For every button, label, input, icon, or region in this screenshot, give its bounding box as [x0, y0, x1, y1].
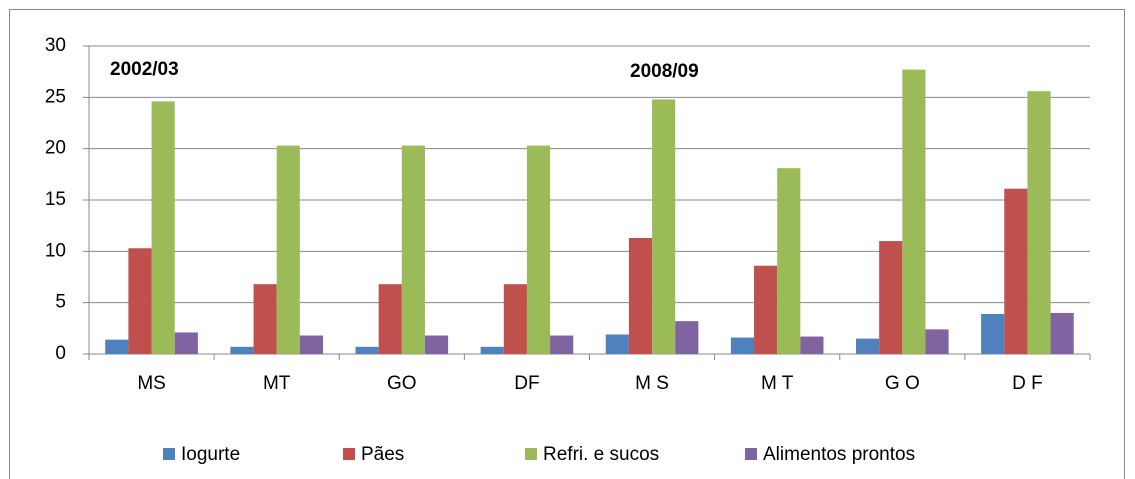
bar [1050, 312, 1074, 354]
bar [424, 335, 449, 354]
y-tick-label: 25 [45, 86, 66, 107]
y-tick-label: 20 [45, 138, 66, 159]
bar [1004, 188, 1028, 354]
bar [675, 321, 699, 354]
bar [652, 99, 676, 355]
x-tick-label: M T [761, 373, 794, 394]
y-tick-label: 10 [45, 240, 66, 261]
y-tick-label: 15 [45, 189, 66, 210]
annotation: 2008/09 [630, 61, 699, 82]
bar [526, 145, 551, 354]
bar [128, 248, 152, 354]
bar [754, 265, 778, 354]
x-tick-label: G O [885, 373, 920, 394]
bar [1027, 91, 1051, 354]
annotation: 2002/03 [110, 59, 179, 80]
legend-swatch [163, 448, 175, 460]
bar [401, 145, 425, 354]
x-tick-label: M S [635, 373, 669, 394]
bar [230, 346, 254, 354]
legend-label: Iogurte [181, 444, 240, 465]
bar [480, 346, 504, 354]
legend-label: Refri. e sucos [543, 444, 659, 465]
bar [628, 237, 653, 354]
bar [151, 101, 175, 354]
bar [174, 332, 198, 354]
y-tick-label: 5 [55, 292, 66, 313]
y-tick-label: 30 [45, 35, 66, 56]
legend-swatch [343, 448, 355, 460]
x-tick-label: DF [514, 373, 539, 394]
legend-swatch [525, 448, 537, 460]
bar [605, 334, 629, 354]
bar [981, 313, 1005, 354]
bar [856, 338, 880, 354]
legend-label: Pães [361, 444, 404, 465]
legend-label: Alimentos prontos [763, 444, 915, 465]
bar [879, 241, 903, 354]
bar [299, 335, 323, 354]
x-tick-label: MT [263, 373, 291, 394]
x-tick-label: MS [137, 373, 166, 394]
bar [800, 336, 824, 354]
bar [378, 284, 402, 354]
bar [276, 145, 300, 354]
bar [253, 284, 277, 354]
bar [503, 284, 527, 354]
x-tick-label: D F [1012, 373, 1043, 394]
y-tick-label: 0 [55, 343, 66, 364]
bar [902, 69, 926, 354]
bar [777, 168, 801, 354]
bar [105, 339, 129, 354]
bar [925, 329, 949, 354]
legend-swatch [745, 448, 757, 460]
bar [730, 337, 755, 354]
chart-border [9, 9, 1125, 479]
x-tick-label: GO [387, 373, 417, 394]
bar [355, 346, 379, 354]
bar [550, 335, 574, 354]
